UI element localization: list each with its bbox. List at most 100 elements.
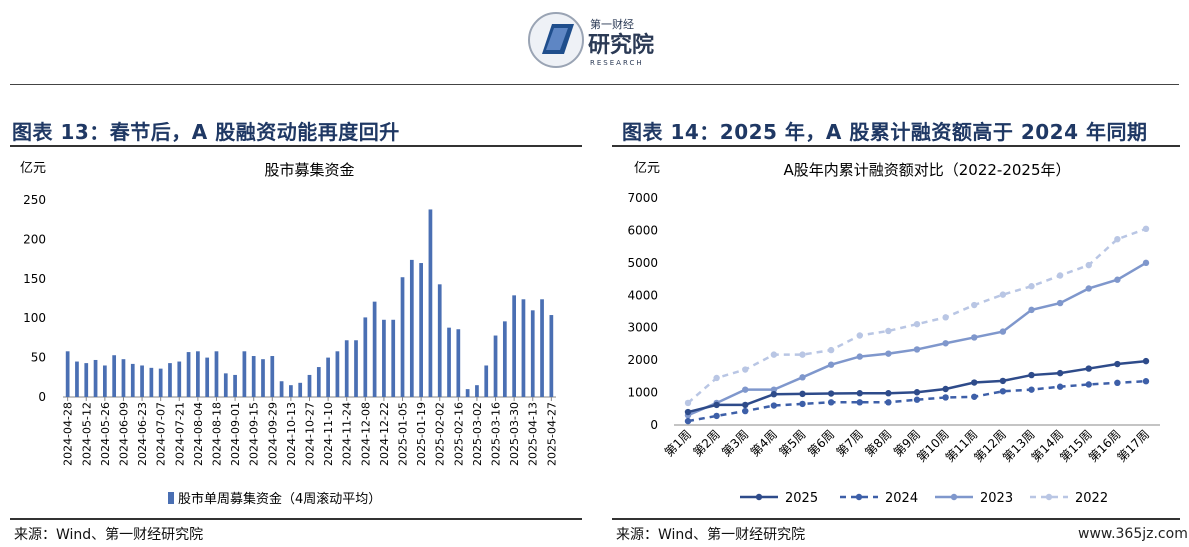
- x-tick-label: 第5周: [776, 427, 808, 459]
- bar: [233, 374, 237, 397]
- x-tick-label: 2024-10-13: [285, 402, 298, 466]
- bar: [475, 385, 479, 397]
- bar: [130, 363, 135, 397]
- x-tick-label: 2024-08-04: [192, 402, 205, 466]
- series-point-2024: [999, 388, 1007, 395]
- x-tick-label: 2025-02-02: [434, 402, 447, 466]
- series-point-2022: [799, 351, 806, 358]
- bar: [289, 385, 293, 397]
- bar: [251, 356, 256, 397]
- bar: [242, 351, 247, 397]
- bar: [196, 351, 200, 397]
- bar: [177, 361, 182, 397]
- bar: [354, 340, 358, 397]
- y-tick-label: 100: [23, 311, 46, 325]
- series-point-2024: [827, 399, 835, 406]
- bar: [65, 351, 70, 397]
- series-point-2023: [827, 361, 835, 368]
- bar: [335, 351, 340, 397]
- series-point-2023: [885, 350, 892, 357]
- series-point-2022: [770, 351, 778, 358]
- panel-2-source: 来源：Wind、第一财经研究院: [616, 527, 806, 543]
- panel-2-title-rule: [612, 145, 1180, 147]
- series-point-2024: [770, 402, 778, 409]
- series-point-2022: [856, 332, 863, 339]
- x-tick-label: 2024-11-10: [322, 402, 335, 466]
- report-header: 第一财经 研究院 RESEARCH: [0, 0, 1189, 90]
- series-point-2022: [713, 374, 720, 382]
- x-tick-label: 2024-07-21: [173, 402, 186, 466]
- x-tick-label: 第1周: [662, 427, 694, 459]
- y-tick-label: 150: [23, 272, 46, 286]
- series-point-2024: [799, 400, 806, 408]
- x-tick-label: 2024-10-27: [304, 402, 317, 466]
- x-tick-label: 2024-05-12: [80, 402, 93, 466]
- bar: [121, 359, 126, 397]
- x-tick-label: 2025-03-16: [490, 402, 503, 466]
- y-unit-label: 亿元: [634, 161, 660, 176]
- bar: [84, 363, 89, 397]
- x-tick-label: 第7周: [834, 427, 866, 459]
- series-point-2024: [885, 399, 892, 406]
- y-tick-label: 5000: [627, 256, 658, 270]
- y-tick-label: 50: [31, 351, 46, 365]
- series-point-2022: [684, 399, 692, 407]
- series-point-2024: [684, 417, 692, 425]
- x-tick-label: 2024-11-24: [341, 402, 354, 466]
- bar: [391, 319, 396, 397]
- series-point-2024: [942, 394, 949, 401]
- x-tick-label: 第3周: [719, 427, 751, 459]
- series-point-2025: [999, 377, 1007, 385]
- bar: [521, 299, 526, 397]
- x-tick-label: 2024-04-28: [62, 402, 75, 466]
- y-tick-label: 2000: [627, 353, 658, 367]
- bar: [409, 259, 414, 397]
- series-point-2024: [1142, 378, 1150, 385]
- bar: [484, 365, 489, 397]
- bar: [428, 209, 433, 397]
- series-point-2022: [1114, 235, 1121, 243]
- chart-title: 股市募集资金: [264, 161, 354, 179]
- series-point-2025: [799, 390, 806, 398]
- legend-label-2023: 2023: [980, 491, 1013, 506]
- panel-2-source-rule: [612, 518, 1180, 520]
- series-point-2024: [742, 407, 749, 415]
- series-point-2022: [1028, 283, 1035, 290]
- legend-marker-2023: [950, 493, 958, 501]
- watermark: www.365jz.com: [1078, 526, 1188, 542]
- series-point-2023: [942, 340, 949, 347]
- x-tick-label: 第6周: [805, 427, 837, 459]
- series-point-2025: [770, 390, 778, 398]
- legend-marker-2022: [1045, 493, 1053, 501]
- logo-mark-icon: [528, 12, 584, 68]
- series-point-2022: [942, 314, 949, 321]
- bar: [102, 365, 107, 397]
- series-point-2025: [1056, 369, 1064, 377]
- y-tick-label: 0: [38, 390, 46, 404]
- bar: [93, 359, 98, 397]
- bar: [372, 301, 377, 397]
- series-point-2023: [770, 386, 778, 393]
- bar: [140, 365, 144, 397]
- x-tick-label: 2025-03-30: [508, 402, 521, 466]
- bar: [158, 368, 163, 397]
- bar: [261, 359, 265, 397]
- series-point-2022: [999, 291, 1007, 298]
- x-tick-label: 第4周: [748, 427, 780, 459]
- y-tick-label: 6000: [627, 223, 658, 237]
- y-tick-label: 4000: [627, 288, 658, 302]
- series-point-2025: [1085, 365, 1092, 372]
- bar: [223, 373, 228, 397]
- y-tick-label: 3000: [627, 321, 658, 335]
- x-tick-label: 2024-12-08: [359, 402, 372, 466]
- series-point-2022: [1085, 261, 1092, 269]
- bar: [493, 335, 498, 397]
- bar: [186, 352, 191, 397]
- bar: [456, 329, 461, 397]
- bar: [512, 295, 517, 397]
- bar: [530, 310, 535, 397]
- chart-title: A股年内累计融资额对比（2022-2025年）: [783, 161, 1070, 179]
- series-point-2023: [856, 353, 863, 360]
- series-point-2025: [971, 379, 978, 386]
- bar: [75, 361, 79, 397]
